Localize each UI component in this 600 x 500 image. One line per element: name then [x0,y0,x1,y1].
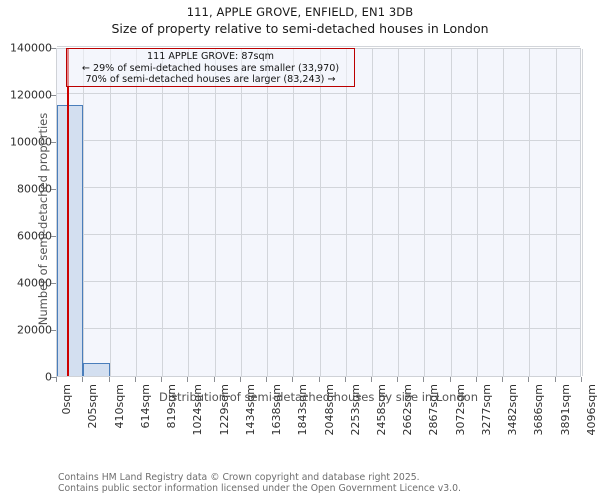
gridline-vertical [345,49,347,376]
gridline-horizontal [57,46,580,47]
y-axis-tick-mark [51,48,56,49]
x-axis-tick-mark [581,377,582,382]
gridline-vertical [424,49,426,376]
gridline-vertical [450,49,452,376]
y-axis-tick-mark [51,142,56,143]
gridline-vertical [135,49,137,376]
y-axis-tick-label: 80000 [17,182,52,196]
gridline-horizontal [57,281,580,282]
y-axis-tick-label: 120000 [10,88,52,102]
gridline-vertical [477,49,479,376]
x-axis-tick-mark [344,377,346,382]
y-axis-title: Number of semi-detached properties [36,112,50,326]
gridline-horizontal [57,234,580,235]
plot-area [56,46,583,377]
gridline-vertical [293,49,295,376]
x-axis-tick-mark [187,377,189,382]
y-axis-tick-label: 60000 [17,229,52,243]
gridline-horizontal [57,187,580,188]
gridline-horizontal [57,328,580,329]
x-axis-tick-mark [502,377,504,382]
y-axis-tick-mark [51,330,56,331]
y-axis-tick-label: 100000 [10,135,52,149]
y-axis-tick-label: 0 [45,370,52,384]
x-axis-tick-mark [213,377,215,382]
x-axis-tick-mark [56,377,57,382]
annotation-line-2: ← 29% of semi-detached houses are smalle… [81,62,340,74]
gridline-vertical [240,49,242,376]
y-axis-tick-mark [51,189,56,190]
x-axis-tick-label: 4096sqm [585,384,598,436]
property-size-marker-line [67,49,70,376]
y-axis-tick-mark [51,377,56,378]
x-axis-tick-mark [292,377,294,382]
y-axis-tick-mark [51,283,56,284]
page-title: 111, APPLE GROVE, ENFIELD, EN1 3DB [186,5,414,19]
y-axis-tick-mark [51,236,56,237]
x-axis-tick-mark [528,377,530,382]
x-axis-tick-mark [108,377,110,382]
gridline-vertical [398,49,400,376]
gridline-vertical [83,49,85,376]
histogram-bar [57,105,84,376]
gridline-vertical [555,49,557,376]
gridline-vertical [372,49,374,376]
property-annotation-box: 111 APPLE GROVE: 87sqm ← 29% of semi-det… [66,48,355,87]
gridline-vertical [161,49,163,376]
x-axis-tick-mark [265,377,267,382]
x-axis-tick-mark [134,377,136,382]
gridline-vertical [582,49,583,376]
gridline-vertical [109,49,111,376]
x-axis-tick-mark [160,377,162,382]
x-axis-tick-mark [371,377,373,382]
y-axis-tick-label: 20000 [17,323,52,337]
x-axis-tick-mark [239,377,241,382]
gridline-vertical [319,49,321,376]
y-axis-tick-label: 40000 [17,276,52,290]
y-axis-tick-label: 140000 [10,41,52,55]
x-axis-tick-mark [397,377,399,382]
x-axis-tick-mark [318,377,320,382]
x-axis-tick-mark [82,377,84,382]
x-axis-tick-mark [449,377,451,382]
footer-line-1: Contains HM Land Registry data © Crown c… [58,472,420,483]
page-subtitle: Size of property relative to semi-detach… [111,21,489,36]
gridline-horizontal [57,93,580,94]
y-axis-tick-mark [51,95,56,96]
x-axis-tick-mark [554,377,556,382]
gridline-vertical [503,49,505,376]
footer-attribution: Contains HM Land Registry data © Crown c… [58,472,461,494]
x-axis-tick-mark [423,377,425,382]
footer-line-2: Contains public sector information licen… [58,483,461,494]
annotation-line-3: 70% of semi-detached houses are larger (… [85,74,336,86]
gridline-vertical [214,49,216,376]
histogram-bar [83,363,110,376]
gridline-vertical [266,49,268,376]
gridline-vertical [188,49,190,376]
x-axis-title: Distribution of semi-detached houses by … [158,390,478,404]
annotation-line-1: 111 APPLE GROVE: 87sqm [147,51,274,62]
gridline-horizontal [57,140,580,141]
x-axis-tick-mark [476,377,478,382]
gridline-vertical [529,49,531,376]
